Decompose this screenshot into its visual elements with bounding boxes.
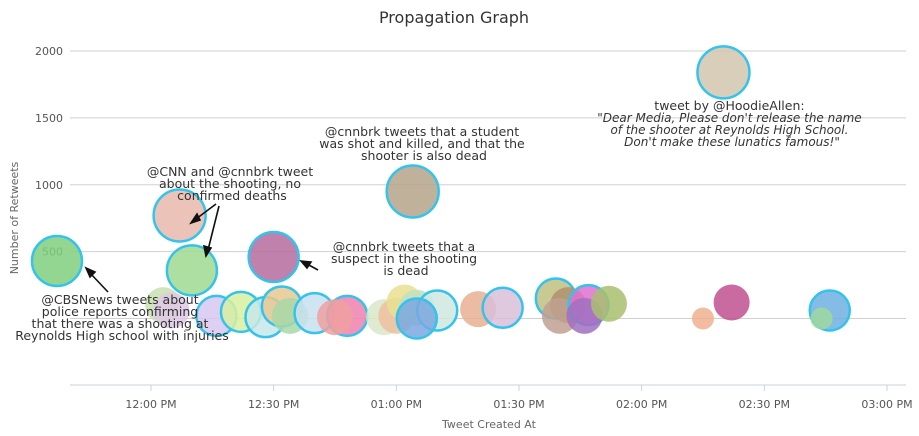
x-axis-ticks: 12:00 PM 12:30 PM 01:00 PM 01:30 PM 02:00 PM… xyxy=(125,385,913,411)
annotation-line: shooter is also dead xyxy=(361,148,487,163)
data-point[interactable] xyxy=(810,307,833,330)
data-points xyxy=(30,45,852,340)
annotation-line: is dead xyxy=(383,263,428,278)
data-point[interactable] xyxy=(153,292,190,329)
x-tick-label: 01:00 PM xyxy=(371,398,422,411)
y-axis-ticks: 500100015002000 xyxy=(35,45,63,259)
arrow-cnn-1 xyxy=(189,203,217,225)
arrow-suspect xyxy=(299,260,319,271)
data-point[interactable] xyxy=(713,284,750,321)
x-tick-label: 12:30 PM xyxy=(248,398,299,411)
annotation-cnnbrk-student: @cnnbrk tweets that a student was shot a… xyxy=(319,124,528,163)
data-point[interactable] xyxy=(152,188,207,243)
data-point[interactable] xyxy=(247,230,300,284)
x-tick-label: 12:00 PM xyxy=(125,398,176,411)
annotation-line: Reynolds High school with injuries xyxy=(15,328,229,343)
annotation-line: Don't make these lunatics famous!" xyxy=(624,135,840,149)
x-tick-label: 02:30 PM xyxy=(739,398,790,411)
annotation-arrows xyxy=(84,203,319,293)
data-point[interactable] xyxy=(395,297,439,340)
data-point[interactable] xyxy=(590,285,627,322)
data-point[interactable] xyxy=(696,45,751,100)
svg-text:@cnnbrk tweets that a su: @cnnbrk tweets that a suspect in the sho… xyxy=(331,239,481,278)
annotation-line: @cnnbrk tweets that a student xyxy=(325,124,519,139)
data-point[interactable] xyxy=(317,299,353,336)
annotation-line: was shot and killed, and that the xyxy=(319,136,525,151)
data-point[interactable] xyxy=(481,286,524,330)
annotation-line: "Dear Media, Please don't release the na… xyxy=(597,111,861,125)
annotation-line: that there was a shooting at xyxy=(32,316,209,331)
arrow-cnn-2 xyxy=(202,205,220,259)
data-point[interactable] xyxy=(692,307,714,330)
data-point[interactable] xyxy=(30,234,84,288)
chart-title: Propagation Graph xyxy=(379,8,529,27)
svg-text:@CNN and @cnnbrk tweet a: @CNN and @cnnbrk tweet about the shootin… xyxy=(147,164,317,203)
annotation-line: about the shooting, no xyxy=(159,176,301,191)
y-axis-title: Number of Retweets xyxy=(8,161,21,274)
x-tick-label: 01:30 PM xyxy=(493,398,544,411)
annotation-line: police reports confirming xyxy=(42,304,198,319)
annotation-line: @CBSNews tweets about xyxy=(41,292,198,307)
y-tick-label: 2000 xyxy=(35,45,63,58)
annotation-line: suspect in the shooting xyxy=(331,251,477,266)
y-tick-label: 1000 xyxy=(35,179,63,192)
arrow-cbsnews xyxy=(84,266,109,293)
annotation-line: tweet by @HoodieAllen: xyxy=(654,98,804,113)
annotation-line: of the shooter at Reynolds High School. xyxy=(610,123,848,137)
x-axis-title: Tweet Created At xyxy=(441,418,537,431)
annotation-line: @cnnbrk tweets that a xyxy=(333,239,475,254)
svg-text:@cnnbrk tweets that a student: @cnnbrk tweets that a student was shot a… xyxy=(319,124,528,163)
data-point[interactable] xyxy=(385,164,440,219)
annotation-cbsnews: @CBSNews tweets about police reports con… xyxy=(15,292,229,343)
x-tick-label: 03:00 PM xyxy=(861,398,912,411)
svg-text:@CBSNews tweets about po: @CBSNews tweets about police reports con… xyxy=(15,292,229,343)
x-tick-label: 02:00 PM xyxy=(616,398,667,411)
annotation-cnnbrk-suspect: @cnnbrk tweets that a suspect in the sho… xyxy=(331,239,481,278)
data-point[interactable] xyxy=(165,244,219,297)
y-tick-label: 1500 xyxy=(35,112,63,125)
annotation-cnn: @CNN and @cnnbrk tweet about the shootin… xyxy=(147,164,317,203)
annotation-line: confirmed deaths xyxy=(177,188,287,203)
annotation-line: @CNN and @cnnbrk tweet xyxy=(147,164,313,179)
svg-text:tweet by @HoodieAllen: ": tweet by @HoodieAllen: "Dear Media, Plea… xyxy=(597,95,867,149)
annotation-hoodieallen: tweet by @HoodieAllen: "Dear Media, Plea… xyxy=(597,95,867,149)
